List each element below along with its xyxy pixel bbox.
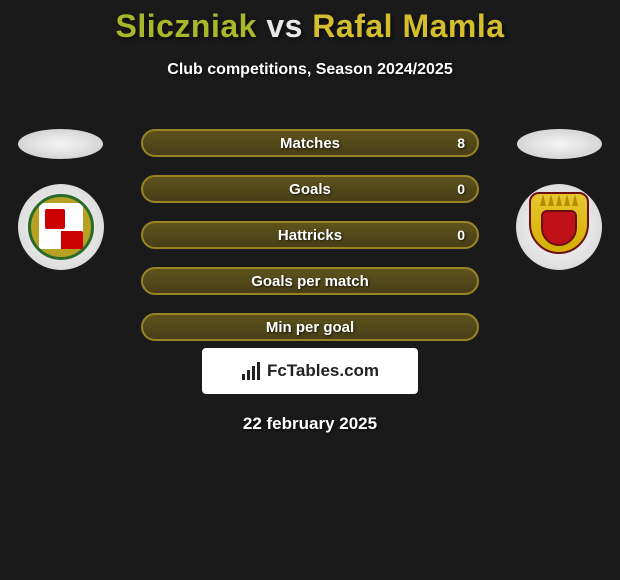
club-badge-right [516,184,602,270]
player1-name: Sliczniak [115,8,256,44]
player2-name: Rafal Mamla [312,8,504,44]
stat-row-mpg: Min per goal [141,313,479,341]
stat-row-hattricks: Hattricks 0 [141,221,479,249]
club-badge-left [18,184,104,270]
stat-label: Min per goal [266,319,354,336]
stat-label: Goals per match [251,273,369,290]
stat-right-value: 8 [457,135,465,151]
crest-korona-icon [524,192,594,262]
bar-chart-icon [241,362,263,380]
stats-table: Matches 8 Goals 0 Hattricks 0 Goals per … [141,129,479,359]
stat-label: Matches [280,135,340,152]
main-area: Matches 8 Goals 0 Hattricks 0 Goals per … [0,119,620,334]
stat-right-value: 0 [457,181,465,197]
player1-avatar-ellipse [18,129,103,159]
page-title: Sliczniak vs Rafal Mamla [0,8,620,45]
stat-label: Goals [289,181,331,198]
stat-row-goals: Goals 0 [141,175,479,203]
badge-outer-right [516,184,602,270]
vs-text: vs [266,8,303,44]
subtitle: Club competitions, Season 2024/2025 [0,61,620,79]
stat-label: Hattricks [278,227,342,244]
brand-text: FcTables.com [267,361,379,381]
stat-right-value: 0 [457,227,465,243]
stat-row-matches: Matches 8 [141,129,479,157]
date-text: 22 february 2025 [0,414,620,434]
crest-slask-icon [28,194,94,260]
comparison-card: Sliczniak vs Rafal Mamla Club competitio… [0,0,620,434]
badge-outer-left [18,184,104,270]
stat-row-gpm: Goals per match [141,267,479,295]
player2-avatar-ellipse [517,129,602,159]
